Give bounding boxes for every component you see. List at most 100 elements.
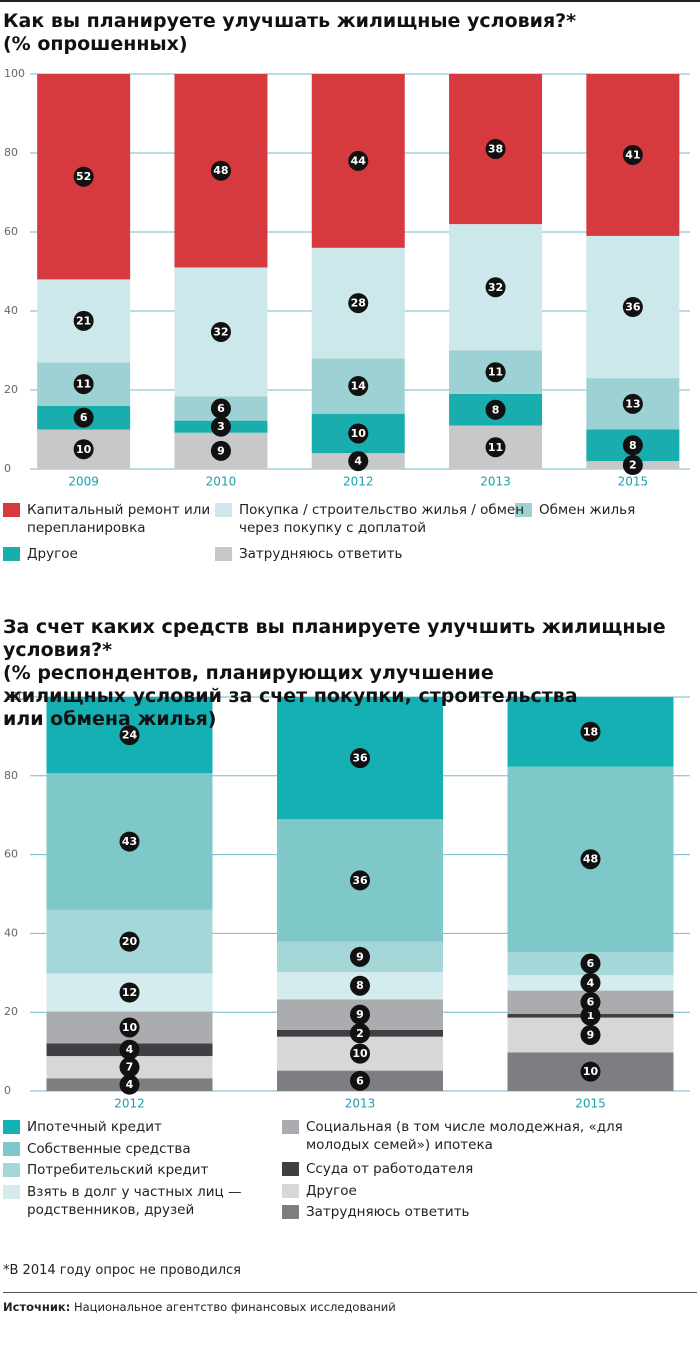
legend-swatch [282, 1205, 299, 1219]
legend-swatch [215, 503, 232, 517]
value-badge [119, 931, 140, 952]
value-badge [350, 870, 370, 891]
value-label: 6 [217, 402, 225, 415]
value-label: 48 [213, 164, 228, 177]
legend-swatch [3, 1185, 20, 1199]
value-badge [119, 725, 140, 746]
source-text: Национальное агентство финансовых исслед… [73, 1300, 396, 1314]
chart-subtitle: (% опрошенных) [3, 33, 188, 55]
legend-label: Ссуда от работодателя [306, 1161, 474, 1177]
x-tick-label: 2009 [68, 475, 99, 489]
legend-label: Затрудняюсь ответить [306, 1204, 470, 1220]
value-badge [210, 416, 231, 437]
value-label: 2 [356, 1027, 364, 1040]
value-label: 32 [213, 325, 228, 338]
y-tick-label: 20 [4, 1005, 18, 1018]
value-label: 7 [126, 1061, 134, 1074]
chart-title: За счет каких средств вы планируете улуч… [3, 616, 666, 661]
value-badge [210, 398, 231, 419]
value-badge [350, 975, 370, 996]
chart-heading: За счет каких средств вы планируете улуч… [3, 616, 693, 731]
value-label: 6 [80, 411, 88, 424]
value-badge [350, 1070, 370, 1091]
value-badge [485, 277, 506, 298]
value-label: 3 [217, 420, 225, 433]
value-badge [580, 721, 601, 742]
value-label: 1 [587, 1009, 595, 1022]
value-label: 10 [76, 443, 92, 456]
value-label: 48 [583, 853, 598, 866]
value-badge [622, 435, 643, 456]
value-badge [350, 1023, 370, 1044]
value-label: 9 [356, 950, 364, 963]
value-label: 2 [629, 459, 637, 472]
value-label: 10 [351, 427, 367, 440]
legend-label: Социальная (в том числе молодежная, «для… [306, 1119, 623, 1153]
value-label: 9 [587, 1028, 595, 1041]
value-label: 8 [356, 979, 364, 992]
value-badge [350, 748, 370, 769]
value-label: 4 [126, 1043, 134, 1056]
y-tick-label: 40 [4, 926, 18, 939]
value-badge [73, 374, 94, 395]
y-tick-label: 60 [4, 225, 18, 238]
legend-label: Другое [27, 546, 78, 562]
legend-label: Покупка / строительство жилья / обмен че… [239, 502, 525, 536]
value-badge [622, 393, 643, 414]
y-tick-label: 100 [4, 690, 25, 703]
y-tick-label: 20 [4, 383, 18, 396]
legend-label: Потребительский кредит [27, 1162, 209, 1178]
value-label: 52 [76, 170, 91, 183]
legend-swatch [3, 1142, 20, 1156]
x-tick-label: 2013 [480, 475, 511, 489]
y-tick-label: 100 [4, 67, 25, 80]
x-tick-label: 2010 [206, 475, 237, 489]
value-label: 36 [352, 752, 368, 765]
value-badge [485, 437, 506, 458]
y-tick-label: 80 [4, 769, 18, 782]
value-label: 6 [587, 996, 595, 1009]
value-label: 28 [351, 297, 366, 310]
value-label: 24 [122, 729, 138, 742]
legend-label: Собственные средства [27, 1141, 191, 1157]
value-label: 36 [352, 874, 368, 887]
value-badge [73, 166, 94, 187]
value-badge [73, 310, 94, 331]
y-tick-label: 40 [4, 304, 18, 317]
y-tick-label: 0 [4, 462, 11, 475]
footnote: *В 2014 году опрос не проводился [3, 1263, 241, 1278]
value-badge [210, 321, 231, 342]
value-badge [119, 1057, 140, 1078]
value-badge [350, 1004, 370, 1025]
x-tick-label: 2013 [345, 1097, 376, 1111]
value-badge [350, 946, 370, 967]
source: Источник: Национальное агентство финансо… [3, 1300, 396, 1314]
value-label: 8 [629, 439, 637, 452]
value-label: 41 [625, 148, 640, 161]
value-label: 14 [351, 380, 367, 393]
x-tick-label: 2012 [343, 475, 374, 489]
value-label: 6 [587, 957, 595, 970]
value-badge [210, 160, 231, 181]
legend-label: Капитальный ремонт или перепланировка [27, 502, 211, 536]
value-label: 9 [217, 444, 225, 457]
y-tick-label: 0 [4, 1084, 11, 1097]
value-badge [580, 1061, 601, 1082]
chart-subtitle: (% респондентов, планирующих улучшение ж… [3, 662, 578, 730]
x-tick-label: 2012 [114, 1097, 145, 1111]
value-badge [622, 297, 643, 318]
value-badge [485, 362, 506, 383]
chart-title: Как вы планируете улучшать жилищные усло… [3, 10, 577, 32]
value-badge [580, 1024, 601, 1045]
x-tick-label: 2015 [618, 475, 649, 489]
value-label: 6 [356, 1074, 364, 1087]
y-tick-label: 60 [4, 848, 18, 861]
legend-swatch [282, 1120, 299, 1134]
value-label: 4 [587, 976, 595, 989]
legend-label: Обмен жилья [539, 502, 636, 518]
source-label: Источник: [3, 1300, 71, 1314]
value-label: 4 [126, 1078, 134, 1091]
value-label: 10 [122, 1021, 138, 1034]
value-label: 10 [352, 1047, 368, 1060]
